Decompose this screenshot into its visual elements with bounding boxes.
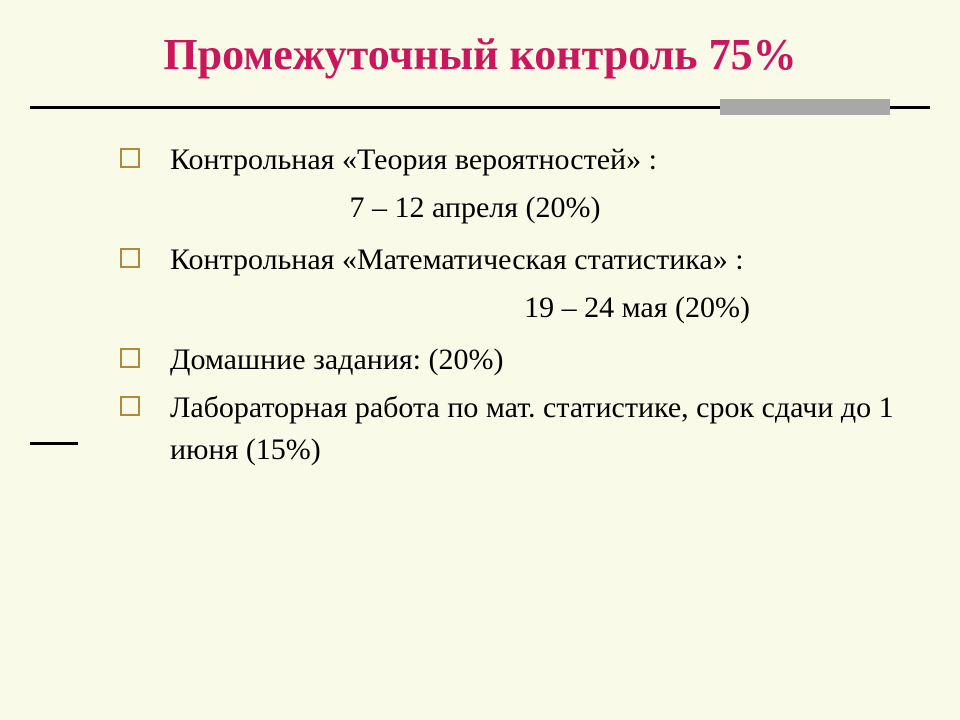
square-bullet-icon — [120, 396, 140, 416]
item-text: Лабораторная работа по мат. статистике, … — [170, 387, 900, 471]
square-bullet-icon — [120, 348, 140, 368]
square-bullet-icon — [120, 148, 140, 168]
item-subtext: 7 – 12 апреля (20%) — [170, 187, 900, 229]
list-item: Лабораторная работа по мат. статистике, … — [120, 387, 900, 471]
slide-title: Промежуточный контроль 75% — [0, 0, 960, 99]
item-text: Домашние задания: (20%) — [170, 339, 503, 381]
list-item: Домашние задания: (20%) — [120, 339, 900, 381]
content-area: Контрольная «Теория вероятностей» : 7 – … — [0, 125, 960, 471]
list-item: Контрольная «Математическая статистика» … — [120, 239, 900, 281]
item-text: Контрольная «Математическая статистика» … — [170, 239, 744, 281]
left-accent-tick — [30, 442, 78, 445]
square-bullet-icon — [120, 248, 140, 268]
item-text: Контрольная «Теория вероятностей» : — [170, 139, 657, 181]
item-subtext: 19 – 24 мая (20%) — [170, 287, 900, 329]
divider-accent — [720, 99, 890, 115]
list-item: Контрольная «Теория вероятностей» : — [120, 139, 900, 181]
title-divider — [30, 99, 930, 117]
